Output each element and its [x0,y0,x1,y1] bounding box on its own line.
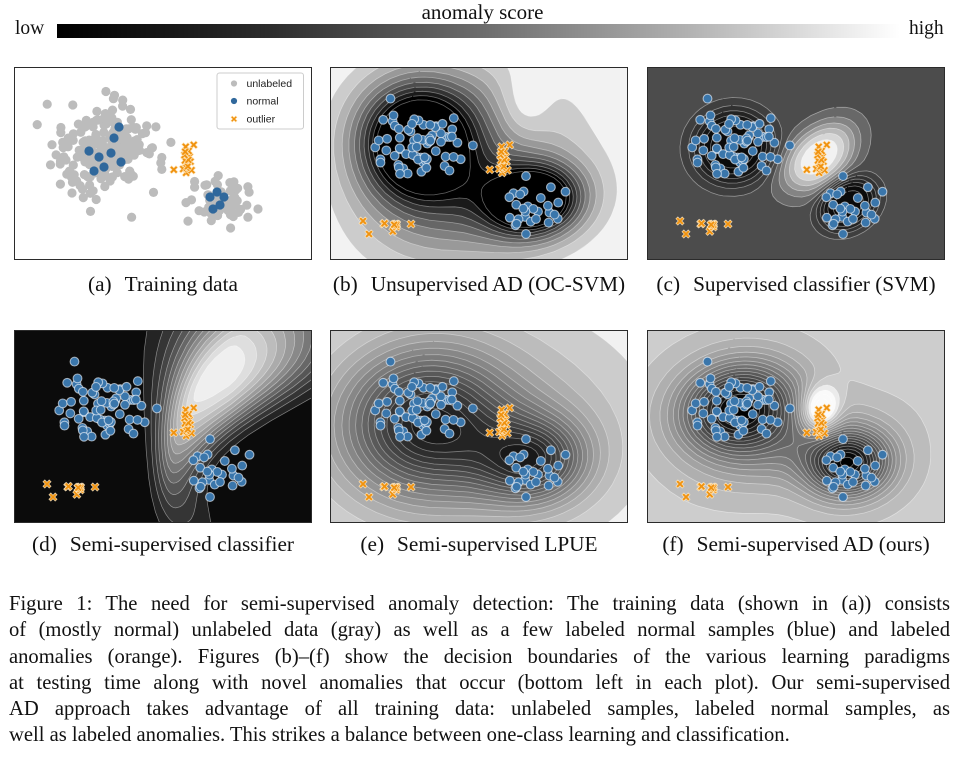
svg-text:outlier: outlier [247,114,276,126]
svg-text:unlabeled: unlabeled [247,78,293,90]
svg-text:normal: normal [247,96,279,108]
